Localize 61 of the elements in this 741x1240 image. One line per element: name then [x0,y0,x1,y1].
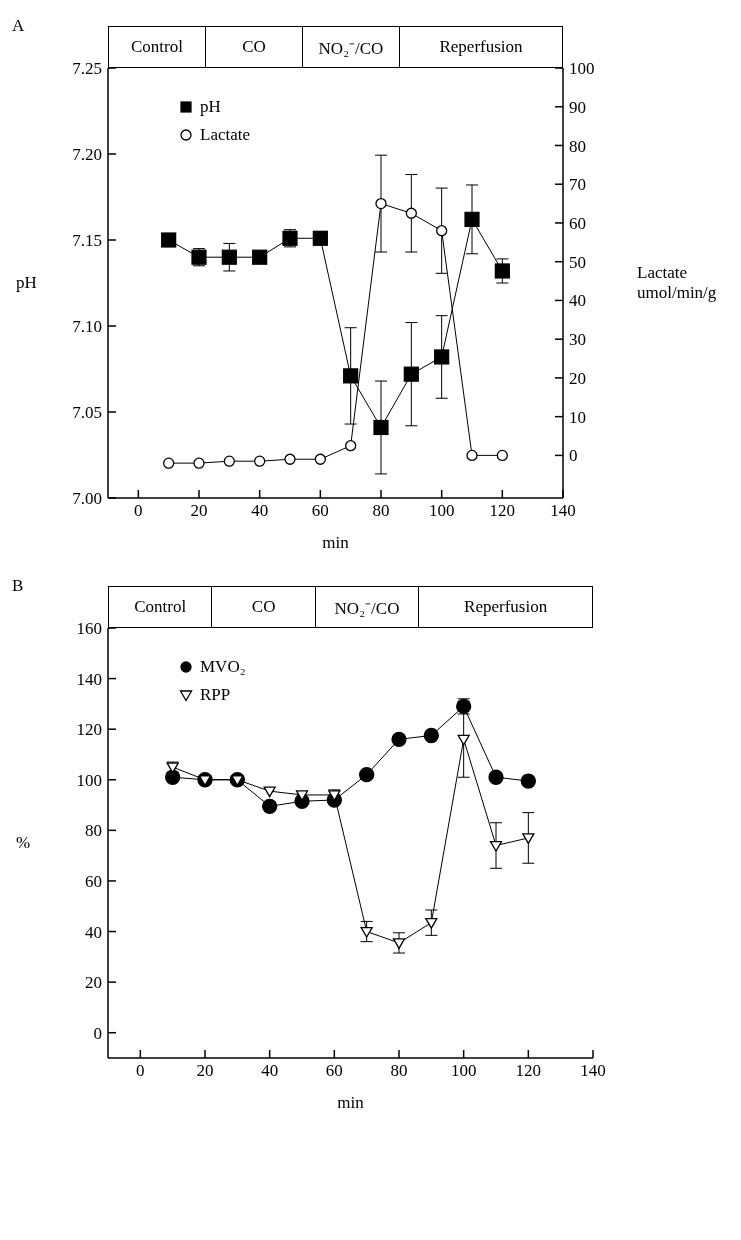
y-tick-label: 7.05 [72,403,102,423]
y2-tick-label: 100 [569,59,595,79]
y-tick-label: 160 [76,619,102,639]
legend-label: RPP [200,685,231,705]
y-tick-label: 7.20 [72,145,102,165]
x-tick-label: 60 [311,501,329,521]
y-tick-label: 20 [85,973,102,993]
x-tick-label: 20 [196,1061,214,1081]
x-tick-label: 80 [390,1061,408,1081]
x-tick-label: 40 [251,501,269,521]
x-tick-label: 120 [489,501,516,521]
x-tick-label: 140 [550,501,576,521]
text: NO₂⁻/CO [318,37,384,59]
x-axis-title: min [322,533,350,552]
y-tick-label: 120 [76,720,102,740]
y2-tick-label: 80 [569,136,586,156]
legend-label: pH [200,97,221,117]
y-tick-label: 140 [76,669,102,689]
x-axis-title: min [337,1093,365,1112]
y-axis-title: pH [16,273,37,293]
y2-tick-label: 20 [569,368,586,388]
y2-tick-label: 10 [569,407,586,427]
x-tick-label: 100 [428,501,455,521]
text: Reperfusion [464,597,548,617]
y-tick-label: 40 [85,922,102,942]
x-tick-label: 120 [515,1061,542,1081]
legend-label: Lactate [200,125,251,145]
x-tick-label: 80 [372,501,390,521]
text: NO₂⁻/CO [334,597,400,619]
y-tick-label: 100 [76,770,102,790]
y2-tick-label: 30 [569,330,586,350]
legend-label: MVO₂ [200,657,246,677]
x-tick-label: 40 [261,1061,279,1081]
text: Control [134,597,187,617]
y-tick-label: 7.15 [72,231,102,251]
y2-axis-title: Lactate umol/min/g [637,263,718,303]
text: Reperfusion [439,37,523,57]
y-tick-label: 7.00 [72,489,102,509]
y2-tick-label: 60 [569,213,586,233]
y-tick-label: 0 [93,1023,102,1043]
y-tick-label: 60 [85,871,102,891]
x-tick-label: 140 [580,1061,606,1081]
text: CO [242,37,266,57]
text: Control [131,37,183,57]
y2-tick-label: 90 [569,97,586,117]
y-axis-title: % [16,833,31,853]
text: CO [251,597,276,617]
x-tick-label: 20 [190,501,208,521]
x-tick-label: 0 [136,1061,145,1081]
y2-tick-label: 50 [569,252,586,272]
chart-title: A [12,16,25,36]
x-tick-label: 0 [134,501,143,521]
y-tick-label: 7.10 [72,317,102,337]
chart-title: B [12,576,24,596]
y2-tick-label: 0 [569,446,578,466]
y2-tick-label: 40 [569,291,586,311]
x-tick-label: 100 [450,1061,477,1081]
y-tick-label: 7.25 [72,59,102,79]
y2-tick-label: 70 [569,175,586,195]
y-tick-label: 80 [85,821,102,841]
x-tick-label: 60 [325,1061,343,1081]
